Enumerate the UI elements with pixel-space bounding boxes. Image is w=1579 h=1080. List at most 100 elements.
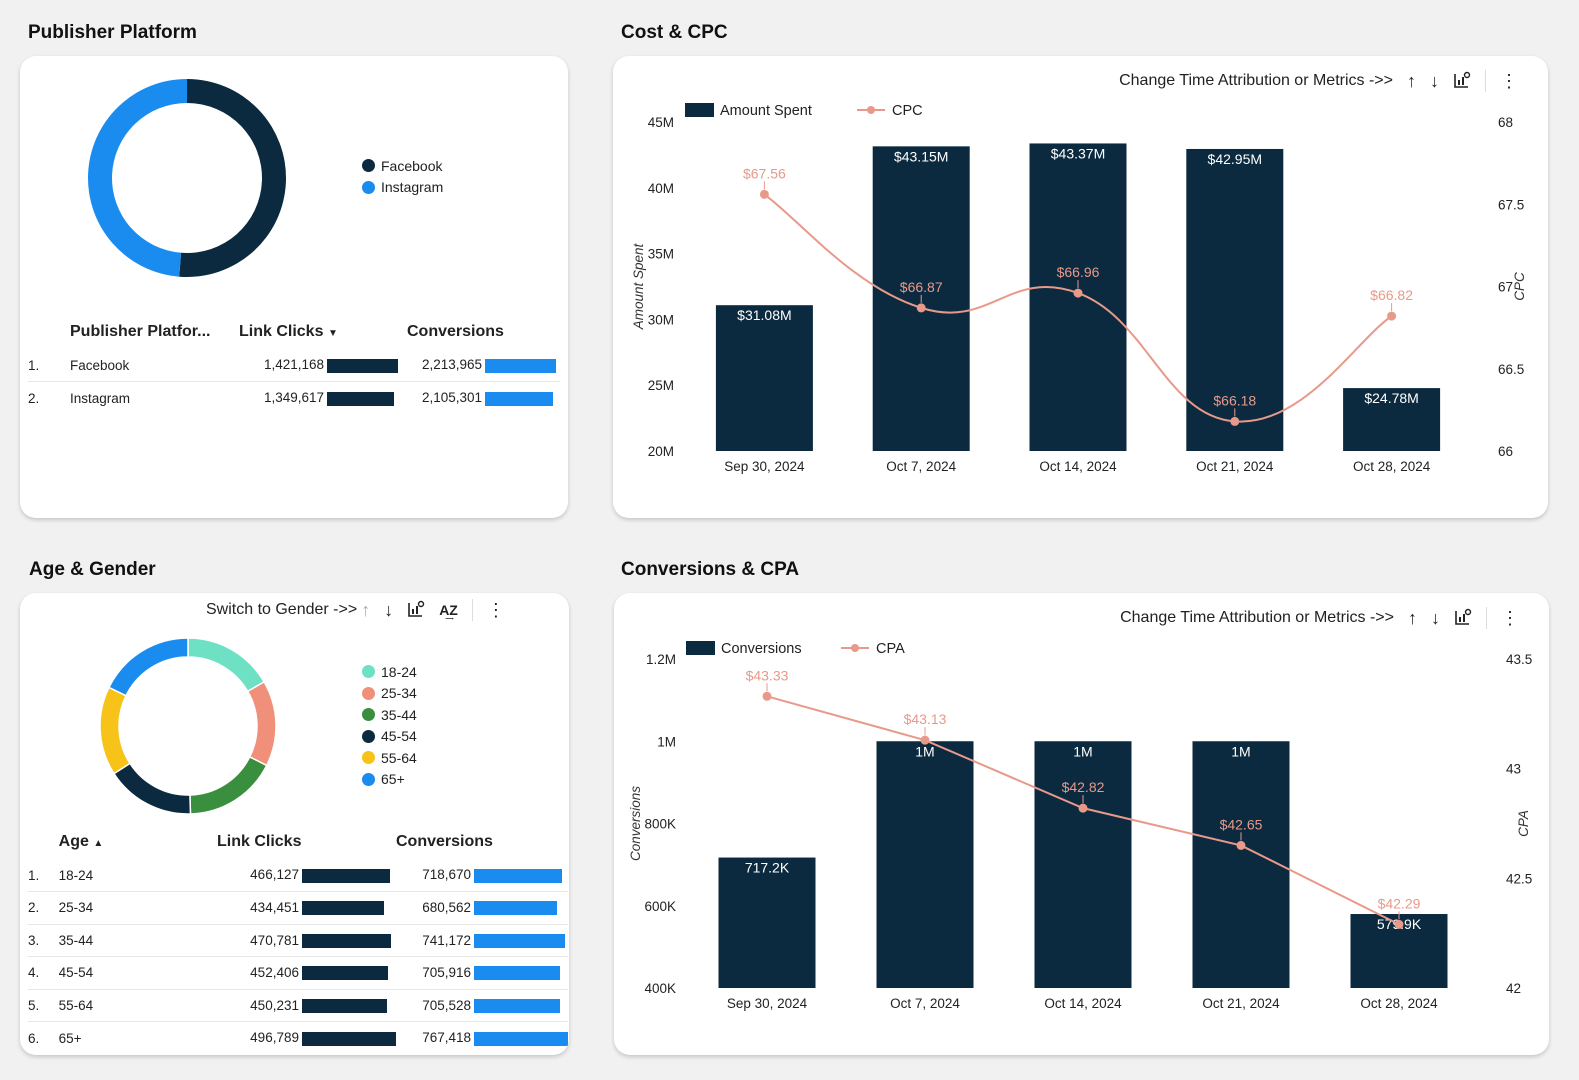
table-row[interactable]: 3. 35-44 470,781 741,172 <box>28 924 568 957</box>
column-header-age[interactable]: Age ▲ <box>59 833 217 859</box>
arrow-down-icon[interactable]: ↓ <box>384 600 394 620</box>
sort-asc-icon[interactable]: ▲ <box>93 838 104 849</box>
bar-4 <box>1192 741 1290 988</box>
bar-value-label: 1M <box>1073 743 1092 759</box>
legend-item-age-45-54[interactable]: 45-54 <box>362 726 417 748</box>
legend-swatch-marker <box>867 106 875 114</box>
column-header-conversions[interactable]: Conversions <box>407 323 504 340</box>
line-point <box>1073 288 1083 298</box>
y2-tick-label: 67 <box>1498 280 1513 295</box>
row-index: 1. <box>28 859 59 892</box>
row-index: 4. <box>28 956 59 990</box>
link-clicks-bar <box>301 868 390 883</box>
y-axis-title: Amount Spent <box>631 242 646 330</box>
table-row[interactable]: 1. Facebook 1,421,168 2,213,965 <box>28 349 560 382</box>
sort-desc-icon[interactable]: ▼ <box>327 328 338 339</box>
y-tick-label: 40M <box>648 181 674 196</box>
legend-item-age-35-44[interactable]: 35-44 <box>362 704 417 726</box>
x-tick-label: Oct 21, 2024 <box>1202 996 1280 1011</box>
age-toolbar: Switch to Gender ->> ↑ ↓ A͢Z ⋮ <box>206 599 505 621</box>
legend-label: Conversions <box>721 641 802 657</box>
section-title-age: Age & Gender <box>29 559 156 580</box>
link-clicks-cell: 434,451 <box>216 891 396 925</box>
legend-label: Instagram <box>381 179 444 196</box>
table-row[interactable]: 2. 25-34 434,451 680,562 <box>28 891 568 925</box>
column-header-conversions[interactable]: Conversions <box>396 833 493 850</box>
row-label: 55-64 <box>58 989 217 1022</box>
link-clicks-bar <box>327 358 398 373</box>
donut-slice-facebook <box>179 79 286 277</box>
arrow-down-icon[interactable]: ↓ <box>1430 71 1439 91</box>
conversions-cell: 767,418 <box>396 1022 568 1055</box>
legend-item-age-65plus[interactable]: 65+ <box>362 769 417 791</box>
legend-label: CPA <box>876 641 905 657</box>
donut-slice-25-34 <box>246 680 277 767</box>
legend-swatch <box>362 729 375 743</box>
y-tick-label: 1M <box>657 734 676 749</box>
conversions-cpa-chart: Conversions CPA 400K 600K 800K 1M 1.2M 42 42.5 43… <box>628 641 1532 1011</box>
bar-value-label: $42.95M <box>1208 151 1262 167</box>
table-row[interactable]: 6. 65+ 496,789 767,418 <box>28 1022 568 1055</box>
bar-4 <box>1186 148 1284 451</box>
cost-toolbar: Change Time Attribution or Metrics ->> ↑… <box>1119 70 1518 92</box>
toolbar-divider <box>1486 607 1487 629</box>
link-clicks-value: 496,789 <box>250 1030 299 1046</box>
legend-item-instagram[interactable]: Instagram <box>362 177 443 199</box>
x-tick-label: Oct 21, 2024 <box>1196 459 1274 474</box>
x-tick-label: Oct 14, 2024 <box>1039 459 1117 474</box>
bar-value-label: $43.15M <box>894 148 948 164</box>
index-header <box>28 323 70 349</box>
chart-settings-icon[interactable] <box>1454 608 1472 629</box>
arrow-up-icon[interactable]: ↑ <box>1408 608 1417 628</box>
x-tick-label: Oct 28, 2024 <box>1360 996 1438 1011</box>
link-clicks-bar <box>301 901 384 916</box>
chart-settings-icon[interactable] <box>1453 71 1471 92</box>
link-clicks-value: 450,231 <box>250 997 299 1013</box>
line-point <box>920 735 930 745</box>
bar-value-label: $24.78M <box>1364 390 1418 406</box>
column-header-publisher[interactable]: Publisher Platfor... <box>70 323 211 340</box>
legend-item-age-25-34[interactable]: 25-34 <box>362 683 417 705</box>
arrow-down-icon[interactable]: ↓ <box>1431 608 1440 628</box>
more-vert-icon[interactable]: ⋮ <box>486 600 505 620</box>
y-tick-label: 35M <box>648 247 674 262</box>
chart-settings-icon[interactable] <box>407 600 425 621</box>
link-clicks-bar <box>301 966 388 981</box>
conversions-bar <box>474 998 560 1013</box>
bar-3 <box>1034 741 1132 988</box>
conversions-value: 718,670 <box>422 867 471 883</box>
cost-cpc-chart: Amount Spent CPC 20M 25M 30M 35M 40M 45M 66 66.5 6… <box>631 103 1527 474</box>
table-row[interactable]: 5. 55-64 450,231 705,528 <box>28 989 568 1022</box>
legend-swatch <box>362 686 375 700</box>
arrow-up-icon[interactable]: ↑ <box>361 600 371 620</box>
conversions-bar <box>485 391 553 406</box>
legend-label: Facebook <box>381 157 443 174</box>
table-row[interactable]: 1. 18-24 466,127 718,670 <box>28 859 568 892</box>
more-vert-icon[interactable]: ⋮ <box>1500 71 1518 91</box>
sort-az-icon[interactable]: A͢Z <box>439 602 458 618</box>
legend-item-facebook[interactable]: Facebook <box>362 155 443 177</box>
more-vert-icon[interactable]: ⋮ <box>1501 608 1519 628</box>
y2-axis-title: CPC <box>1512 272 1527 301</box>
line-point <box>1387 311 1397 321</box>
table-header-row: Publisher Platfor... Link Clicks ▼ Conve… <box>28 323 560 349</box>
y-tick-label: 1.2M <box>646 652 676 667</box>
y2-tick-label: 42.5 <box>1506 871 1532 886</box>
publisher-donut-chart <box>87 79 286 277</box>
legend-swatch <box>362 159 375 173</box>
link-clicks-cell: 466,127 <box>216 859 396 892</box>
legend-item-age-18-24[interactable]: 18-24 <box>362 661 417 683</box>
legend-swatch-marker <box>851 644 859 652</box>
publisher-legend: Facebook Instagram <box>362 155 443 198</box>
link-clicks-cell: 1,421,168 <box>239 349 407 382</box>
table-row[interactable]: 2. Instagram 1,349,617 2,105,301 <box>28 382 560 415</box>
table-row[interactable]: 4. 45-54 452,406 705,916 <box>28 956 568 990</box>
conversions-value: 2,105,301 <box>421 390 482 406</box>
legend-item-age-55-64[interactable]: 55-64 <box>362 747 417 769</box>
point-value-label: $43.13 <box>904 711 947 727</box>
column-header-link-clicks[interactable]: Link Clicks <box>216 833 302 850</box>
column-header-link-clicks[interactable]: Link Clicks ▼ <box>239 323 407 349</box>
conversions-cell: 2,105,301 <box>407 382 560 415</box>
row-label: 18-24 <box>58 859 217 892</box>
arrow-up-icon[interactable]: ↑ <box>1407 71 1416 91</box>
